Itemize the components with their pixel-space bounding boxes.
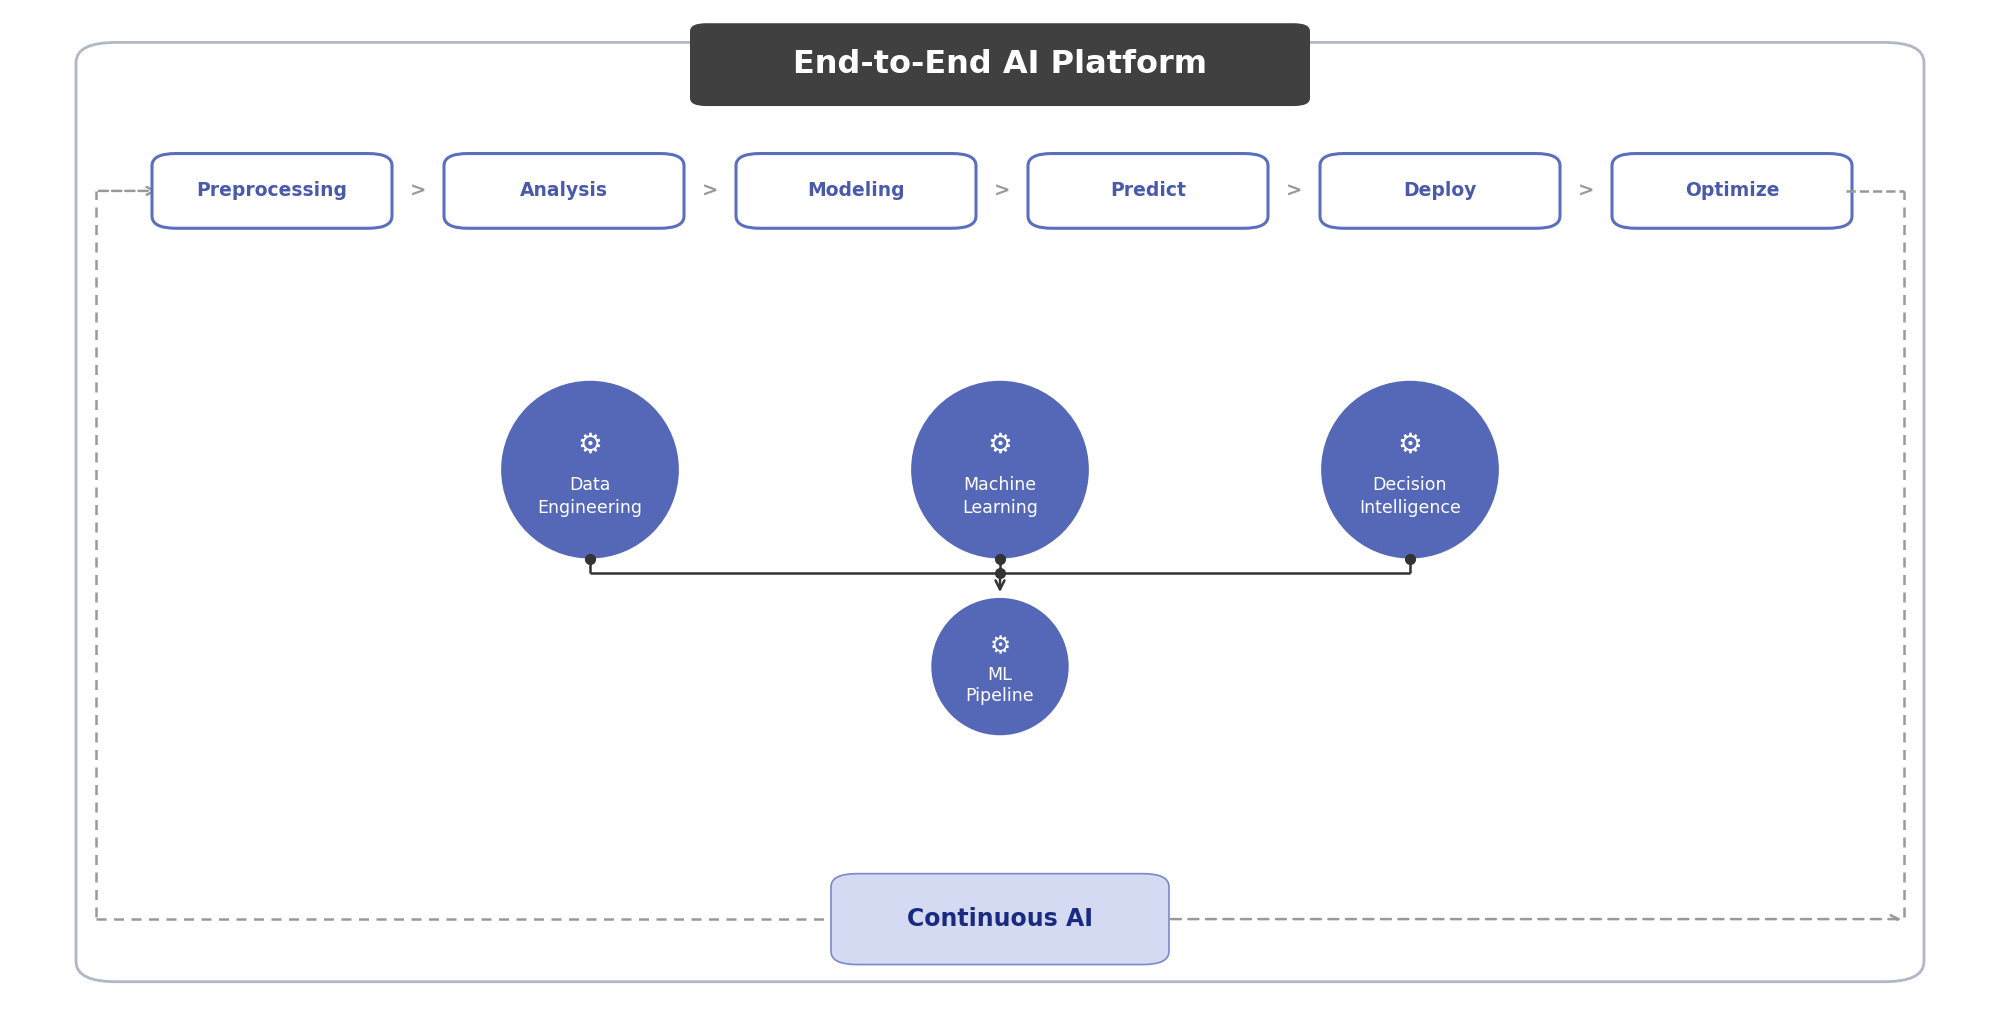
Text: ⚙: ⚙: [1398, 430, 1422, 459]
FancyBboxPatch shape: [1612, 154, 1852, 228]
FancyBboxPatch shape: [1320, 154, 1560, 228]
Text: ML
Pipeline: ML Pipeline: [966, 667, 1034, 705]
Text: >: >: [1578, 182, 1594, 200]
FancyBboxPatch shape: [832, 874, 1168, 965]
Ellipse shape: [932, 598, 1068, 735]
Text: ⚙: ⚙: [990, 634, 1010, 658]
Text: Optimize: Optimize: [1684, 182, 1780, 200]
FancyBboxPatch shape: [76, 42, 1924, 982]
Text: Machine
Learning: Machine Learning: [962, 476, 1038, 517]
Text: ⚙: ⚙: [988, 430, 1012, 459]
Ellipse shape: [912, 381, 1088, 559]
Text: Analysis: Analysis: [520, 182, 608, 200]
Text: Data
Engineering: Data Engineering: [538, 476, 642, 517]
FancyBboxPatch shape: [1028, 154, 1268, 228]
Text: Preprocessing: Preprocessing: [196, 182, 348, 200]
Text: >: >: [410, 182, 426, 200]
Text: End-to-End AI Platform: End-to-End AI Platform: [792, 49, 1208, 80]
FancyBboxPatch shape: [690, 23, 1310, 106]
Ellipse shape: [1322, 381, 1498, 559]
Text: Predict: Predict: [1110, 182, 1186, 200]
FancyBboxPatch shape: [152, 154, 392, 228]
Text: >: >: [702, 182, 718, 200]
FancyBboxPatch shape: [736, 154, 976, 228]
Text: Continuous AI: Continuous AI: [908, 907, 1092, 931]
Text: >: >: [1286, 182, 1302, 200]
Text: Deploy: Deploy: [1404, 182, 1476, 200]
Text: >: >: [994, 182, 1010, 200]
Text: Modeling: Modeling: [808, 182, 904, 200]
Text: ⚙: ⚙: [578, 430, 602, 459]
Text: Decision
Intelligence: Decision Intelligence: [1360, 476, 1460, 517]
FancyBboxPatch shape: [444, 154, 684, 228]
Ellipse shape: [502, 381, 678, 559]
